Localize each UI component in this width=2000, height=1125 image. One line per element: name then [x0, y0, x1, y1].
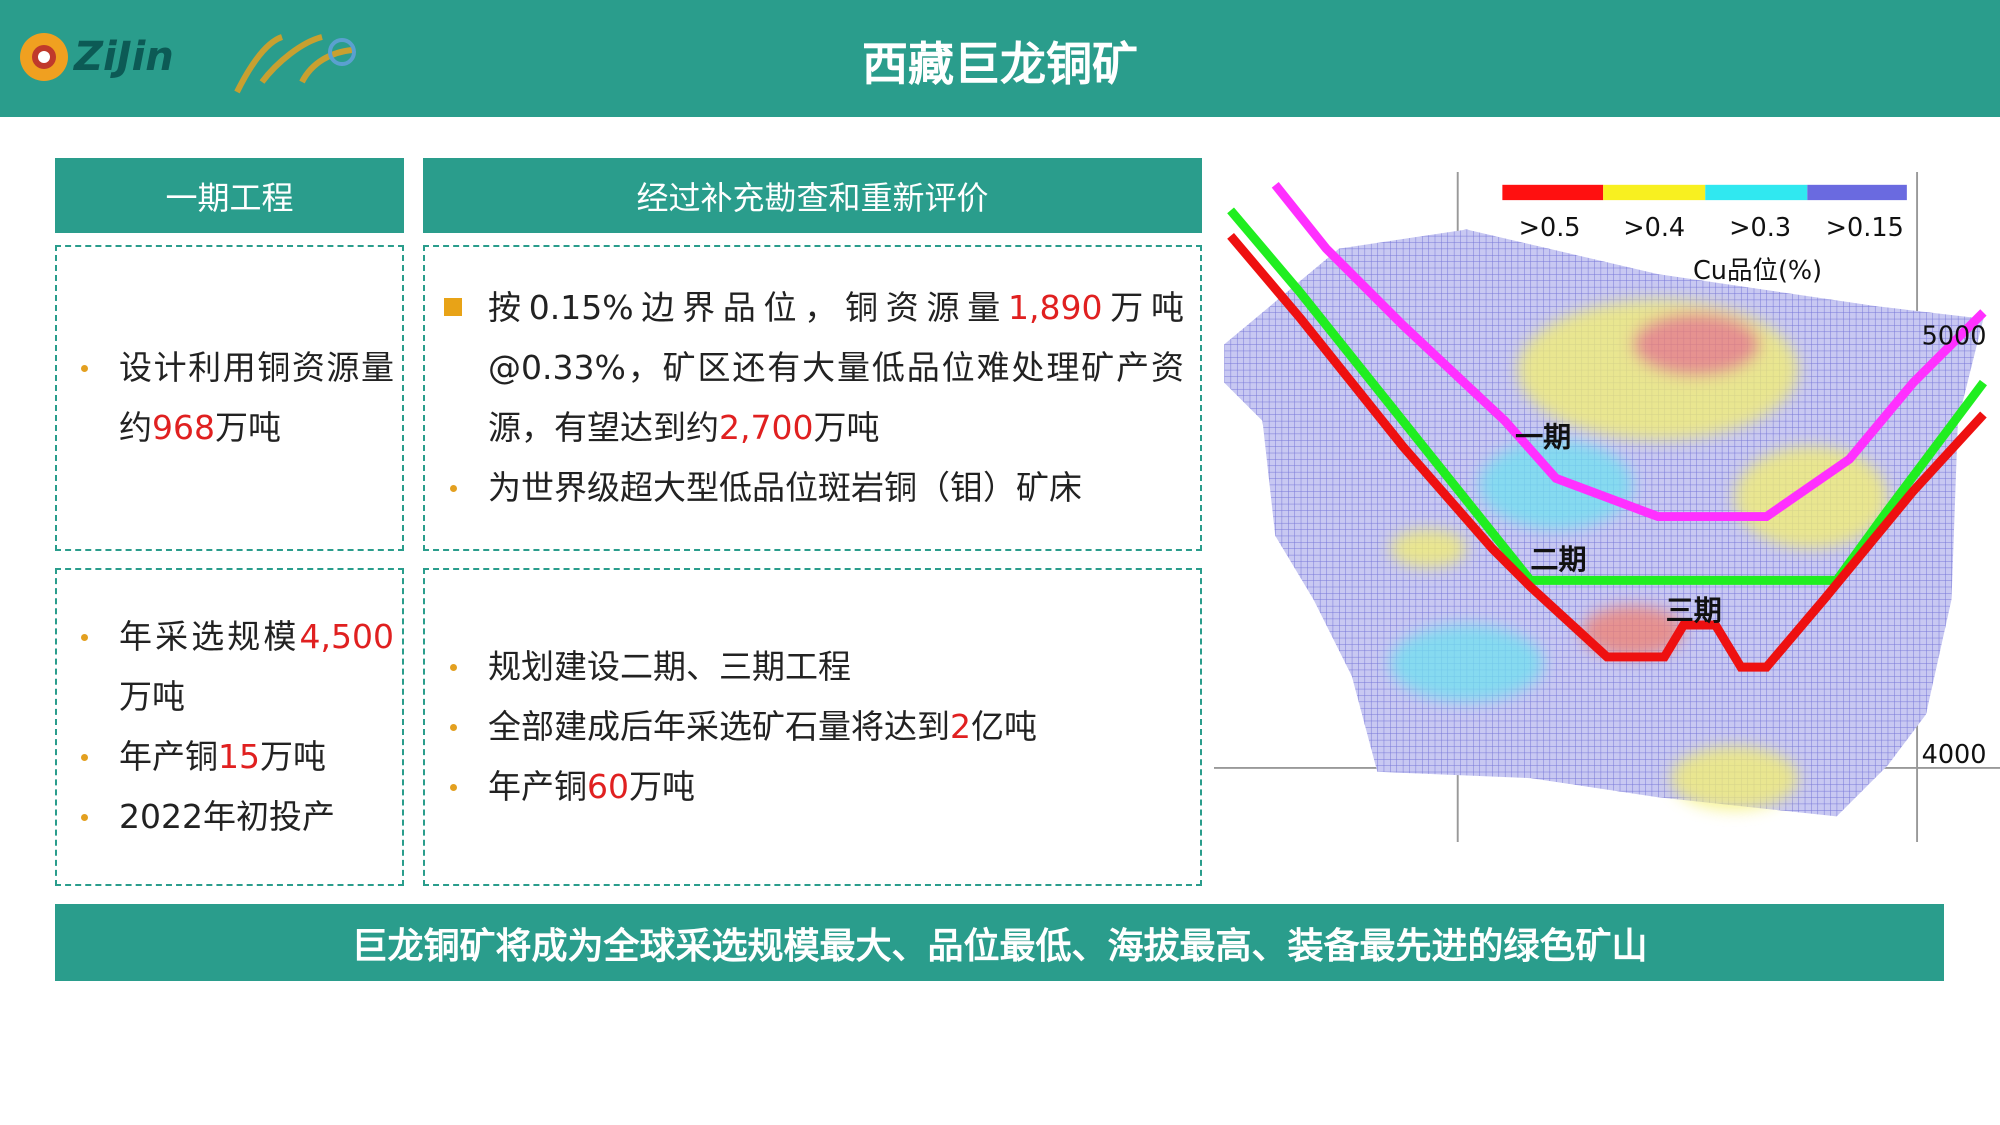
highlight-number: 1,890	[1008, 288, 1103, 327]
info-box: 规划建设二期、三期工程 全部建成后年采选矿石量将达到2亿吨 年产铜60万吨	[423, 568, 1202, 886]
highlight-number: 4,500	[299, 617, 394, 656]
page-title: 西藏巨龙铜矿	[862, 37, 1138, 91]
text-segment: 万吨	[629, 767, 695, 806]
text-segment: 规划建设二期、三期工程	[488, 647, 851, 686]
header-bar: ZiJin 西藏巨龙铜矿	[0, 0, 2000, 117]
highlight-number: 968	[152, 408, 215, 447]
logo-text: ZiJin	[72, 34, 174, 80]
highlight-number: 2,700	[719, 408, 814, 447]
text-segment: 按0.15%边界品位，铜资源量	[488, 288, 1009, 327]
legend-label: >0.5	[1519, 213, 1581, 243]
bullet-item: 2022年初投产	[81, 787, 394, 847]
highlight-number: 15	[218, 737, 260, 776]
phase-label: 一期	[1515, 420, 1571, 453]
bullet-item: 设计利用铜资源量约968万吨	[81, 338, 394, 458]
legend-label: >0.15	[1826, 213, 1904, 243]
legend-label: >0.3	[1729, 213, 1791, 243]
bullet-item: 年产铜15万吨	[81, 727, 394, 787]
bullet-item: 年采选规模4,500 万吨	[81, 607, 394, 727]
text-segment: 年采选规模	[119, 617, 300, 656]
text-segment: 万吨	[813, 408, 880, 447]
text-segment: 年产铜	[488, 767, 587, 806]
footer-banner: 巨龙铜矿将成为全球采选规模最大、品位最低、海拔最高、装备最先进的绿色矿山	[55, 904, 1944, 981]
column-heading: 经过补充勘查和重新评价	[423, 158, 1202, 233]
text-segment: 亿吨	[971, 707, 1037, 746]
bullet-item: 年产铜60万吨	[450, 757, 1184, 817]
legend-label: >0.4	[1623, 213, 1685, 243]
elevation-label: 4000	[1922, 740, 1987, 770]
phase-label: 三期	[1666, 594, 1722, 627]
column-heading: 一期工程	[55, 158, 404, 233]
bullet-item: 规划建设二期、三期工程	[450, 637, 1184, 697]
text-segment: 万吨	[215, 408, 281, 447]
text-segment: 全部建成后年采选矿石量将达到	[488, 707, 950, 746]
bullet-item: 全部建成后年采选矿石量将达到2亿吨	[450, 697, 1184, 757]
highlight-number: 2	[950, 707, 971, 746]
info-box: 年采选规模4,500万吨 年产铜15万吨 2022年初投产	[55, 568, 404, 886]
text-segment: 2022年初投产	[119, 797, 335, 836]
highlight-number: 60	[587, 767, 629, 806]
text-segment: 万吨	[260, 737, 326, 776]
text-segment: 设计利用铜资源量约	[119, 348, 394, 447]
elevation-label: 5000	[1922, 321, 1987, 351]
text-segment: 万吨	[119, 677, 185, 716]
bullet-item: 为世界级超大型低品位斑岩铜（钼）矿床	[450, 458, 1184, 518]
phase-label: 二期	[1530, 543, 1586, 576]
info-box: 按0.15%边界品位，铜资源量1,890万吨@0.33%，矿区还有大量低品位难处…	[423, 245, 1202, 551]
text-segment: 为世界级超大型低品位斑岩铜（钼）矿床	[488, 468, 1082, 507]
info-box: 设计利用铜资源量约968万吨	[55, 245, 404, 551]
legend-title: Cu品位(%)	[1693, 256, 1822, 286]
logo: ZiJin	[20, 33, 356, 94]
text-segment: 年产铜	[119, 737, 218, 776]
bullet-item: 按0.15%边界品位，铜资源量1,890万吨@0.33%，矿区还有大量低品位难处…	[444, 278, 1185, 458]
text-segment: 万吨@0.33%，矿区还有大量低品位难处理矿产资源，有望达到约	[488, 288, 1185, 447]
